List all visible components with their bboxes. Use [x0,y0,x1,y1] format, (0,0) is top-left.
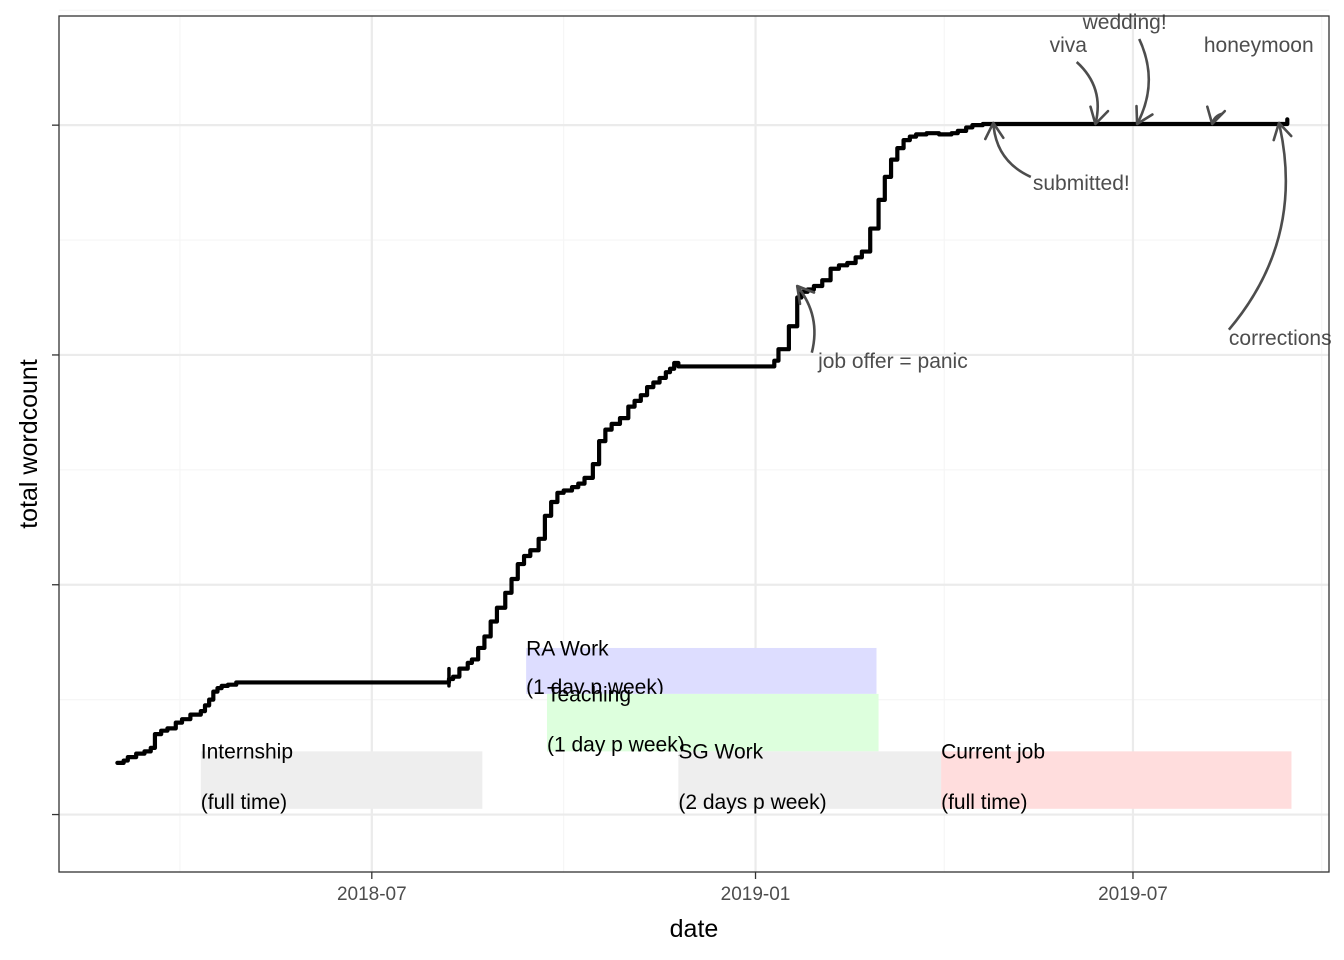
annotation-arrow [1075,61,1099,125]
period-label: Current job [941,741,1045,764]
x-tick-label: 2019-01 [721,884,791,905]
annotation-label: submitted! [1033,172,1130,195]
x-tick-label: 2019-07 [1098,884,1168,905]
period-band [200,751,483,809]
annotation-label: viva [1050,34,1088,57]
annotation-arrowhead [1206,105,1227,126]
annotation-arrow [1135,38,1151,125]
period-label: RA Work [526,637,609,660]
y-axis [52,124,59,816]
wordcount-series [115,117,1290,765]
annotation-label: job offer = panic [817,350,968,373]
annotation-arrowhead [984,121,1005,141]
annotation-label: corrections [1229,327,1332,350]
period-sublabel: (1 day p week) [526,676,664,699]
wordcount-line [115,117,1290,765]
period-sublabel: (full time) [201,791,287,814]
period-sublabel: (full time) [941,791,1027,814]
annotation-arrow [992,122,1032,179]
annotation-arrowhead [1272,121,1293,142]
period-sublabel: (1 day p week) [547,733,685,756]
x-tick-label: 2018-07 [337,884,407,905]
period-label: Internship [201,741,293,764]
period-band [941,751,1292,809]
annotation-arrowhead [1089,105,1110,126]
panel-border [58,15,1330,873]
period-bands: RA Work(1 day p week)Teaching(1 day p we… [200,637,1292,814]
x-axis-title: date [670,915,719,943]
x-axis: 2018-07 2019-01 2019-07 [337,872,1168,905]
annotation-label: honeymoon [1204,34,1314,57]
period-band [678,751,942,809]
period-label: SG Work [678,741,763,764]
y-axis-title: total wordcount [15,359,43,529]
annotation-arrow [796,285,816,354]
period-band [526,647,877,694]
period-band [546,693,879,752]
period-label: Teaching [547,683,631,706]
period-sublabel: (2 days p week) [678,791,826,814]
annotation-label: wedding! [1082,11,1167,34]
annotation-arrowhead [795,284,816,306]
annotation-arrow [1227,122,1288,331]
annotation-arrowhead [1135,104,1154,126]
